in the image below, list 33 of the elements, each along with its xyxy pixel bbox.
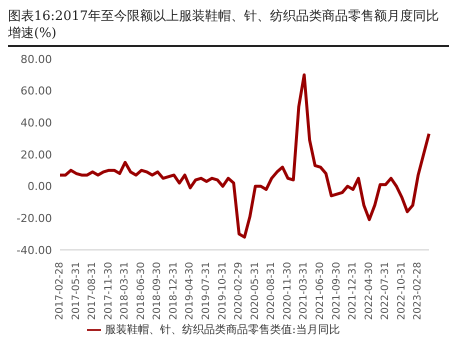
x-tick-label: 2022-04-30 bbox=[364, 262, 375, 320]
x-tick-label: 2017-08-31 bbox=[87, 262, 98, 320]
x-tick-label: 2022-07-31 bbox=[380, 262, 392, 320]
x-tick-label: 2021-03-31 bbox=[298, 262, 310, 320]
x-tick-label: 2020-05-31 bbox=[250, 262, 261, 320]
y-tick-label: 0.00 bbox=[28, 180, 52, 194]
y-tick-label: 60.00 bbox=[20, 84, 52, 98]
y-tick-label: 40.00 bbox=[20, 116, 52, 130]
x-tick-label: 2022-10-31 bbox=[396, 262, 408, 320]
line-series bbox=[58, 73, 430, 239]
x-tick-label: 2019-07-31 bbox=[201, 262, 212, 320]
x-tick-label: 2021-09-30 bbox=[331, 262, 342, 320]
x-tick-label: 2017-02-28 bbox=[54, 262, 66, 320]
x-tick-label: 2021-06-30 bbox=[314, 262, 326, 320]
chart-title: 图表16:2017年至今限额以上服装鞋帽、针、纺织品类商品零售额月度同比增速(%) bbox=[8, 8, 449, 47]
y-tick-label: -40.00 bbox=[16, 244, 52, 257]
x-tick-label: 2018-06-30 bbox=[136, 262, 147, 320]
x-tick-label: 2021-12-31 bbox=[348, 262, 359, 320]
x-tick-label: 2020-08-31 bbox=[266, 262, 278, 320]
x-tick-label: 2020-02-29 bbox=[234, 262, 245, 320]
x-tick-label: 2019-10-31 bbox=[217, 262, 228, 320]
y-tick-label: 80.00 bbox=[20, 52, 52, 66]
y-tick-label: -20.00 bbox=[16, 212, 52, 225]
x-tick-label: 2017-11-30 bbox=[103, 262, 114, 320]
legend-label: 服装鞋帽、针、纺织品类商品零售类值:当月同比 bbox=[105, 322, 340, 336]
x-tick-label: 2018-03-31 bbox=[120, 262, 131, 320]
x-tick-label: 2018-12-31 bbox=[168, 262, 180, 320]
x-tick-label: 2020-11-30 bbox=[282, 262, 294, 320]
y-tick-label: 20.00 bbox=[20, 148, 52, 162]
x-tick-label: 2019-04-30 bbox=[184, 262, 196, 320]
x-tick-label: 2017-05-31 bbox=[70, 262, 82, 320]
x-tick-label: 2018-09-30 bbox=[152, 262, 164, 320]
x-tick-label: 2023-02-28 bbox=[412, 262, 424, 320]
